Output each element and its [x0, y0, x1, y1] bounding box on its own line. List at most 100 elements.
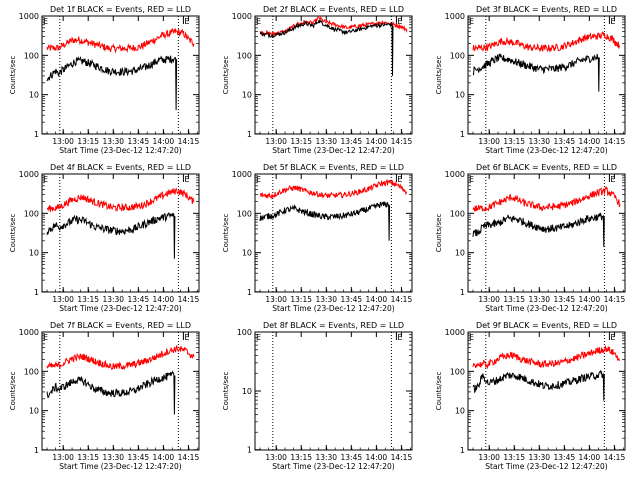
- x-tick-label: 13:15: [290, 295, 312, 304]
- x-tick-label: 13:45: [554, 295, 576, 304]
- x-tick-label: 13:30: [315, 295, 337, 304]
- plot-frame: [41, 15, 200, 135]
- detector-panel: Det 5f BLACK = Events, RED = LLD 1 10 100 10…: [222, 163, 413, 313]
- y-tick-label: 1: [34, 288, 39, 297]
- y-axis-label: Counts/sec: [9, 214, 17, 253]
- event-rate-series: [472, 212, 605, 247]
- event-marker-label: E: [610, 175, 615, 184]
- y-axis-label: Counts/sec: [435, 214, 443, 253]
- x-tick-label: 13:30: [528, 453, 550, 462]
- y-axis-label: Counts/sec: [222, 56, 230, 95]
- event-marker-label: E: [469, 175, 474, 184]
- event-rate-series: [46, 212, 176, 259]
- x-axis-label: Start Time (23-Dec-12 12:47:20): [272, 146, 394, 155]
- y-tick-label: 100: [450, 367, 465, 376]
- event-marker-label: E: [397, 175, 402, 184]
- lld-rate-series: [46, 345, 195, 371]
- y-tick-label: 10: [455, 249, 465, 258]
- y-tick-label: 1: [34, 130, 39, 139]
- y-axis-label: Counts/sec: [435, 56, 443, 95]
- lld-rate-series: [259, 178, 408, 200]
- x-tick-label: 14:00: [579, 295, 601, 304]
- x-tick-label: 13:45: [554, 453, 576, 462]
- x-tick-label: 14:00: [153, 453, 175, 462]
- x-tick-label: 13:45: [128, 295, 150, 304]
- plot-frame: [41, 331, 200, 451]
- x-tick-label: 13:30: [528, 137, 550, 146]
- event-rate-series: [46, 370, 176, 415]
- y-tick-label: 1000: [445, 328, 465, 337]
- x-axis-label: Start Time (23-Dec-12 12:47:20): [485, 146, 607, 155]
- panel-title: Det 7f BLACK = Events, RED = LLD: [50, 321, 191, 330]
- x-tick-label: 13:45: [554, 137, 576, 146]
- y-tick-label: 100: [237, 328, 252, 337]
- plot-frame: [41, 173, 200, 293]
- event-marker-label: E: [256, 175, 261, 184]
- x-tick-label: 13:00: [265, 295, 287, 304]
- x-tick-label: 14:00: [366, 453, 388, 462]
- detector-panel: Det 9f BLACK = Events, RED = LLD 1 10 100 10…: [435, 321, 626, 471]
- x-tick-label: 13:00: [478, 295, 500, 304]
- y-tick-label: 10: [242, 249, 252, 258]
- x-tick-label: 13:30: [102, 295, 124, 304]
- y-axis-label: Counts/sec: [222, 214, 230, 253]
- x-axis-label: Start Time (23-Dec-12 12:47:20): [59, 462, 181, 471]
- lld-rate-series: [46, 187, 195, 213]
- panel-title: Det 2f BLACK = Events, RED = LLD: [263, 5, 404, 14]
- y-tick-label: 1000: [232, 12, 252, 21]
- y-tick-label: 100: [237, 51, 252, 60]
- event-marker-label: E: [43, 333, 48, 342]
- event-marker-label: E: [256, 333, 261, 342]
- plot-frame: [467, 173, 626, 293]
- y-tick-label: 1: [460, 446, 465, 455]
- event-marker-label: E: [43, 17, 48, 26]
- x-tick-label: 13:00: [52, 137, 74, 146]
- plot-frame: [254, 173, 413, 293]
- x-tick-label: 14:15: [178, 295, 200, 304]
- x-tick-label: 14:15: [178, 137, 200, 146]
- lld-rate-series: [472, 186, 621, 212]
- x-tick-label: 13:15: [77, 295, 99, 304]
- x-tick-label: 13:00: [52, 453, 74, 462]
- event-marker-label: E: [256, 17, 261, 26]
- y-tick-label: 10: [29, 249, 39, 258]
- x-axis-label: Start Time (23-Dec-12 12:47:20): [485, 304, 607, 313]
- x-tick-label: 14:15: [391, 137, 413, 146]
- x-tick-label: 13:15: [503, 453, 525, 462]
- y-tick-label: 1: [247, 288, 252, 297]
- x-tick-label: 13:00: [478, 137, 500, 146]
- lld-rate-series: [472, 31, 621, 53]
- y-tick-label: 1000: [232, 170, 252, 179]
- detector-panel: Det 7f BLACK = Events, RED = LLD 1 10 100 10…: [9, 321, 200, 471]
- y-tick-label: 10: [455, 407, 465, 416]
- x-tick-label: 14:00: [366, 137, 388, 146]
- y-axis-label: Counts/sec: [435, 372, 443, 411]
- panel-title: Det 1f BLACK = Events, RED = LLD: [50, 5, 191, 14]
- event-marker-label: E: [610, 333, 615, 342]
- lld-rate-series: [472, 345, 621, 370]
- event-marker-label: E: [469, 17, 474, 26]
- y-tick-label: 100: [237, 209, 252, 218]
- lld-rate-series: [259, 15, 408, 37]
- event-rate-series: [472, 52, 600, 92]
- y-tick-label: 1: [460, 130, 465, 139]
- event-rate-series: [46, 55, 178, 111]
- x-tick-label: 14:00: [579, 453, 601, 462]
- panel-title: Det 6f BLACK = Events, RED = LLD: [476, 163, 617, 172]
- x-tick-label: 13:00: [478, 453, 500, 462]
- event-marker-label: E: [184, 333, 189, 342]
- y-tick-label: 1: [460, 288, 465, 297]
- y-tick-label: 1000: [19, 328, 39, 337]
- panel-title: Det 5f BLACK = Events, RED = LLD: [263, 163, 404, 172]
- x-tick-label: 13:00: [52, 295, 74, 304]
- x-tick-label: 14:15: [604, 295, 626, 304]
- event-marker-label: E: [610, 17, 615, 26]
- x-tick-label: 13:45: [128, 137, 150, 146]
- event-marker-label: E: [397, 17, 402, 26]
- event-marker-label: E: [43, 175, 48, 184]
- panel-title: Det 4f BLACK = Events, RED = LLD: [50, 163, 191, 172]
- y-tick-label: 10: [29, 407, 39, 416]
- plot-frame: [467, 15, 626, 135]
- event-marker-label: E: [184, 17, 189, 26]
- y-tick-label: 100: [24, 367, 39, 376]
